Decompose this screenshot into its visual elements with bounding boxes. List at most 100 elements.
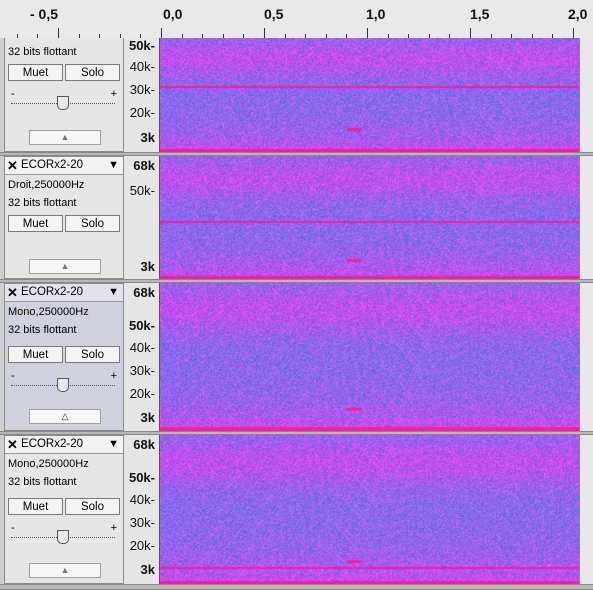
track-control-panel[interactable]: ✕ ECORx2-20 ▼ Mono,250000Hz 32 bits flot…	[4, 435, 124, 584]
solo-button[interactable]: Solo	[65, 215, 120, 232]
dropdown-arrow-icon[interactable]: ▼	[108, 159, 119, 171]
ruler-tick	[552, 34, 554, 38]
ruler-tick	[58, 28, 59, 38]
timeline-ruler[interactable]: - 0,5 0,0 0,5 1,0 1,5 2,0	[0, 0, 593, 39]
gain-slider[interactable]: - +	[9, 522, 119, 546]
dropdown-arrow-icon[interactable]: ▼	[108, 438, 119, 450]
ruler-label: 1,5	[470, 6, 490, 22]
scale-label: 3k	[140, 259, 155, 274]
slider-thumb-icon[interactable]	[57, 530, 69, 544]
track-separator[interactable]	[0, 279, 593, 283]
ruler-tick	[408, 34, 410, 38]
track-name[interactable]: ECORx2-20	[21, 438, 83, 450]
gain-slider[interactable]: - +	[9, 88, 119, 112]
spectrogram-view[interactable]	[160, 156, 579, 279]
scale-label: 30k-	[129, 363, 155, 378]
ruler-label: - 0,5	[30, 6, 59, 22]
track-format: 32 bits flottant	[8, 476, 77, 488]
collapse-track-button[interactable]: ▲	[29, 130, 101, 145]
collapse-arrow-icon: ▲	[60, 132, 70, 142]
ruler-tick	[202, 34, 204, 38]
track-format: 32 bits flottant	[8, 197, 77, 209]
frequency-scale[interactable]: 50k- 40k- 30k- 20k- 3k	[124, 38, 160, 152]
mute-button[interactable]: Muet	[8, 346, 63, 363]
ruler-tick	[284, 34, 286, 38]
scale-label: 50k-	[128, 470, 155, 485]
close-icon[interactable]: ✕	[7, 437, 18, 452]
track-header[interactable]: ✕ ECORx2-20 ▼	[5, 157, 123, 175]
ruler-tick	[367, 28, 368, 38]
mute-button[interactable]: Muet	[8, 64, 63, 81]
gain-minus-label: -	[11, 370, 15, 382]
track-format: 32 bits flottant	[8, 324, 77, 336]
solo-button[interactable]: Solo	[65, 498, 120, 515]
collapse-track-button[interactable]: ▲	[29, 563, 101, 578]
track-header[interactable]: ✕ ECORx2-20 ▼	[5, 436, 123, 454]
solo-button[interactable]: Solo	[65, 346, 120, 363]
ruler-label: 0,5	[264, 6, 284, 22]
scale-label: 50k-	[128, 38, 155, 53]
slider-thumb-icon[interactable]	[57, 96, 69, 110]
track-control-panel[interactable]: ✕ ECORx2-20 ▼ Droit,250000Hz 32 bits flo…	[4, 156, 124, 279]
gain-plus-label: +	[110, 88, 117, 100]
mute-button[interactable]: Muet	[8, 498, 63, 515]
slider-thumb-icon[interactable]	[57, 378, 69, 392]
ruler-tick	[490, 34, 492, 38]
spectrogram-view[interactable]	[160, 38, 579, 152]
ruler-label: 0,0	[163, 6, 183, 22]
scale-label: 68k	[133, 158, 155, 173]
track-control-panel[interactable]: ✕ ECORx2-20 ▼ Mono,250000Hz 32 bits flot…	[4, 283, 124, 431]
track-separator[interactable]	[0, 431, 593, 435]
ruler-tick	[222, 34, 224, 38]
collapse-arrow-icon: △	[61, 411, 69, 421]
collapse-arrow-icon: ▲	[60, 565, 70, 575]
track-name[interactable]: ECORx2-20	[21, 286, 83, 298]
frequency-scale[interactable]: 68k 50k- 40k- 30k- 20k- 3k	[124, 435, 160, 584]
scale-label: 3k	[140, 410, 155, 425]
spectrogram-view[interactable]	[160, 283, 579, 431]
track-rate: Droit,250000Hz	[8, 179, 85, 191]
scale-label: 40k-	[129, 59, 155, 74]
mute-button[interactable]: Muet	[8, 215, 63, 232]
ruler-tick	[264, 28, 265, 38]
gain-slider[interactable]: - +	[9, 370, 119, 394]
scale-label: 20k-	[129, 105, 155, 120]
track-end-cap	[579, 156, 593, 279]
track-name[interactable]: ECORx2-20	[21, 159, 83, 171]
ruler-label: 2,0	[568, 6, 588, 22]
ruler-tick	[428, 34, 430, 38]
frequency-scale[interactable]: 68k 50k- 3k	[124, 156, 160, 279]
scale-label: 20k-	[129, 386, 155, 401]
track-separator[interactable]	[0, 584, 593, 590]
audio-track: 32 bits flottant Muet Solo - + ▲ 50k- 40…	[0, 38, 593, 152]
track-rate: Mono,250000Hz	[8, 458, 89, 470]
ruler-tick	[573, 28, 574, 38]
ruler-tick	[305, 34, 307, 38]
scale-label: 68k	[133, 437, 155, 452]
track-control-panel[interactable]: 32 bits flottant Muet Solo - + ▲	[4, 38, 124, 152]
gain-plus-label: +	[110, 522, 117, 534]
scale-label: 68k	[133, 285, 155, 300]
solo-button[interactable]: Solo	[65, 64, 120, 81]
ruler-tick	[16, 34, 18, 38]
collapse-track-button[interactable]: ▲	[29, 259, 101, 274]
track-end-cap	[579, 38, 593, 152]
spectrogram-view[interactable]	[160, 435, 579, 584]
close-icon[interactable]: ✕	[7, 285, 18, 300]
dropdown-arrow-icon[interactable]: ▼	[108, 286, 119, 298]
collapse-arrow-icon: ▲	[60, 261, 70, 271]
gain-plus-label: +	[110, 370, 117, 382]
scale-label: 50k-	[129, 183, 155, 198]
ruler-tick	[161, 28, 162, 38]
track-separator[interactable]	[0, 152, 593, 156]
track-header[interactable]: ✕ ECORx2-20 ▼	[5, 284, 123, 302]
track-format: 32 bits flottant	[8, 46, 77, 58]
audio-track: ✕ ECORx2-20 ▼ Droit,250000Hz 32 bits flo…	[0, 156, 593, 279]
ruler-tick	[511, 34, 513, 38]
close-icon[interactable]: ✕	[7, 158, 18, 173]
ruler-tick	[243, 34, 245, 38]
scale-label: 30k-	[129, 515, 155, 530]
frequency-scale[interactable]: 68k 50k- 40k- 30k- 20k- 3k	[124, 283, 160, 431]
audio-track: ✕ ECORx2-20 ▼ Mono,250000Hz 32 bits flot…	[0, 283, 593, 431]
collapse-track-button[interactable]: △	[29, 409, 101, 424]
